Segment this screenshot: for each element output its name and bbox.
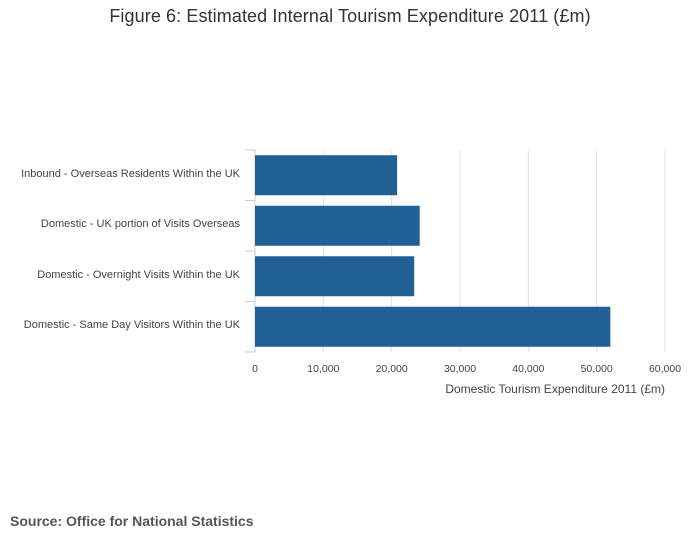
chart-title: Figure 6: Estimated Internal Tourism Exp… [109, 6, 591, 26]
source-note: Source: Office for National Statistics [10, 513, 254, 529]
y-tick-label: Domestic - UK portion of Visits Overseas [40, 218, 240, 231]
x-axis-title: Domestic Tourism Expenditure 2011 (£m) [445, 382, 665, 396]
x-tick-label: 10,000 [307, 363, 339, 375]
y-tick-label: Domestic - Overnight Visits Within the U… [37, 268, 240, 281]
x-tick-label: 50,000 [581, 363, 613, 375]
bar [255, 256, 415, 297]
bar [255, 306, 611, 347]
x-tick-label: 0 [252, 363, 258, 375]
x-tick-label: 30,000 [444, 363, 476, 375]
y-tick-label: Domestic - Same Day Visitors Within the … [23, 319, 240, 332]
y-tick-label: Inbound - Overseas Residents Within the … [21, 167, 240, 180]
bar [255, 155, 398, 196]
x-tick-label: 60,000 [649, 363, 681, 375]
bar [255, 205, 420, 246]
x-tick-label: 40,000 [512, 363, 544, 375]
x-tick-label: 20,000 [376, 363, 408, 375]
